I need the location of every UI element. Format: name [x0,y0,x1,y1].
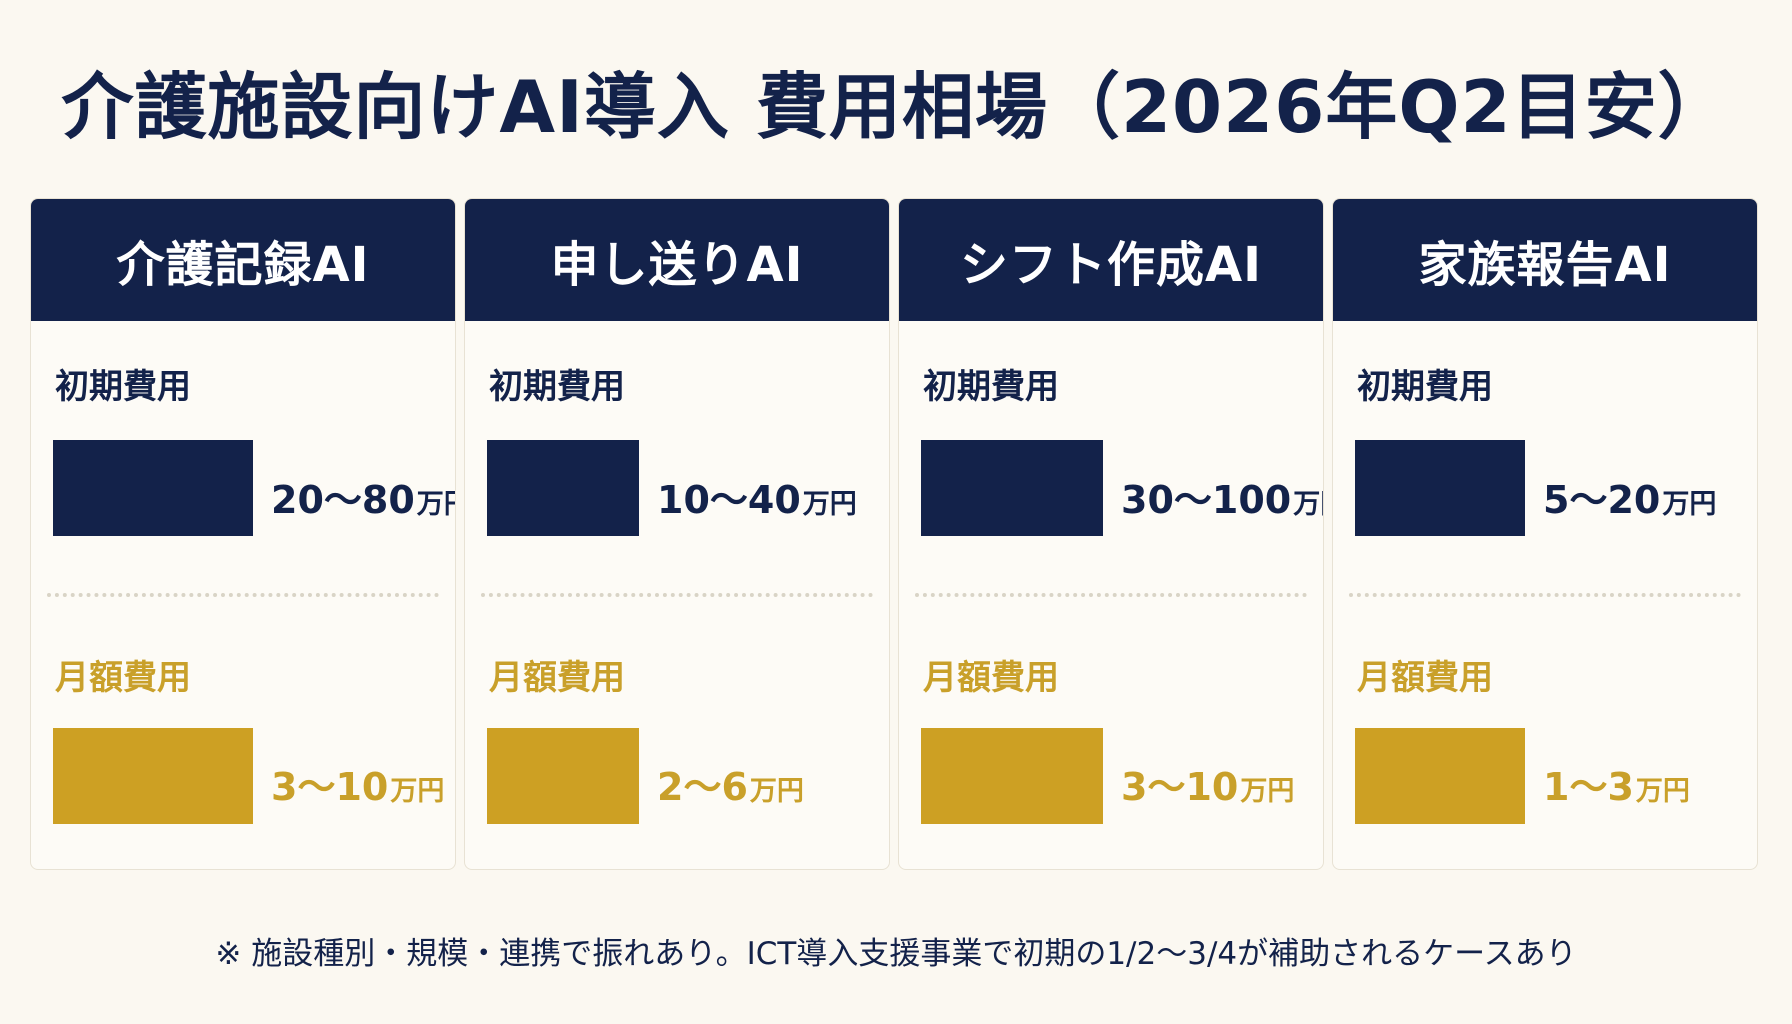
monthly-cost-value: 3〜10万円 [1121,756,1294,811]
monthly-cost-label: 月額費用 [1357,658,1493,698]
initial-cost-bar [487,440,639,536]
monthly-cost-bar [1355,728,1525,824]
range-unit: 万円 [1662,489,1717,520]
monthly-cost-value: 2〜6万円 [657,756,804,811]
initial-cost-bar [53,440,253,536]
card-header-title: 介護記録AI [31,199,455,321]
range-value: 5〜20 [1543,478,1661,522]
range-value: 1〜3 [1543,765,1634,809]
initial-cost-value: 20〜80万円 [271,469,455,524]
range-unit: 万円 [1240,776,1295,807]
range-value: 3〜10 [1121,765,1239,809]
cost-cards: 介護記録AI初期費用20〜80万円月額費用3〜10万円申し送りAI初期費用10〜… [30,198,1762,870]
cost-card: 家族報告AI 初期費用 5〜20万円 月額費用 1〜3万円 [1332,198,1758,870]
range-unit: 万円 [390,776,445,807]
monthly-cost-label: 月額費用 [923,658,1059,698]
card-header-title: 家族報告AI [1333,199,1757,321]
monthly-cost-value: 1〜3万円 [1543,756,1690,811]
section-divider [47,593,439,597]
page-title: 介護施設向けAI導入 費用相場（2026年Q2目安） [61,65,1731,149]
monthly-cost-label: 月額費用 [489,658,625,698]
monthly-cost-value: 3〜10万円 [271,756,444,811]
initial-cost-label: 初期費用 [923,367,1059,407]
monthly-cost-bar [53,728,253,824]
monthly-cost-bar [921,728,1103,824]
section-divider [481,593,873,597]
range-value: 30〜100 [1121,478,1292,522]
card-header-title: シフト作成AI [899,199,1323,321]
range-unit: 万円 [1635,776,1690,807]
footnote: ※ 施設種別・規模・連携で振れあり。ICT導入支援事業で初期の1/2〜3/4が補… [215,936,1577,972]
initial-cost-label: 初期費用 [55,367,191,407]
range-unit: 万円 [416,489,455,520]
initial-cost-bar [921,440,1103,536]
section-divider [1349,593,1741,597]
monthly-cost-bar [487,728,639,824]
initial-cost-label: 初期費用 [1357,367,1493,407]
range-value: 10〜40 [657,478,801,522]
card-header-title: 申し送りAI [465,199,889,321]
monthly-cost-label: 月額費用 [55,658,191,698]
range-value: 2〜6 [657,765,748,809]
range-value: 20〜80 [271,478,415,522]
initial-cost-value: 5〜20万円 [1543,469,1716,524]
section-divider [915,593,1307,597]
range-unit: 万円 [802,489,857,520]
cost-card: 申し送りAI 初期費用 10〜40万円 月額費用 2〜6万円 [464,198,890,870]
initial-cost-bar [1355,440,1525,536]
range-unit: 万円 [749,776,804,807]
range-unit: 万円 [1293,489,1323,520]
range-value: 3〜10 [271,765,389,809]
initial-cost-value: 10〜40万円 [657,469,857,524]
initial-cost-label: 初期費用 [489,367,625,407]
initial-cost-value: 30〜100万円 [1121,469,1323,524]
